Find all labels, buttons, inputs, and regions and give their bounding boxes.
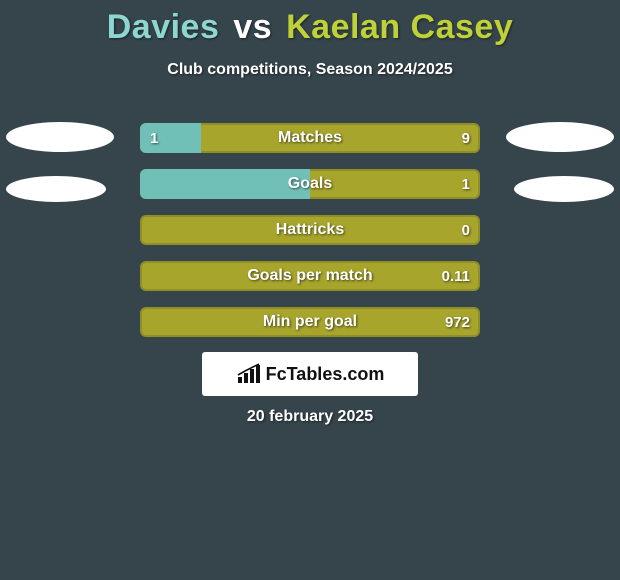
bar-row: Hattricks0: [140, 215, 480, 245]
bar-value-right: 9: [462, 123, 470, 153]
bar-row: Goals1: [140, 169, 480, 199]
date-text: 20 february 2025: [0, 408, 620, 426]
bar-value-right: 0: [462, 215, 470, 245]
bar-label: Min per goal: [140, 307, 480, 337]
bar-row: Goals per match0.11: [140, 261, 480, 291]
subtitle: Club competitions, Season 2024/2025: [0, 61, 620, 79]
brand-box: FcTables.com: [202, 352, 418, 396]
player2-oval-bottom: [514, 176, 614, 202]
bar-label: Matches: [140, 123, 480, 153]
bar-label: Hattricks: [140, 215, 480, 245]
title-player2: Kaelan Casey: [286, 8, 513, 46]
bar-value-right: 1: [462, 169, 470, 199]
player1-oval-top: [6, 122, 114, 152]
bar-row: Matches1 9: [140, 123, 480, 153]
player1-oval-bottom: [6, 176, 106, 202]
page-root: Davies vs Kaelan Casey Club competitions…: [0, 0, 620, 580]
bar-value-left: 1: [150, 123, 158, 153]
bar-value-right: 972: [445, 307, 470, 337]
player2-oval-top: [506, 122, 614, 152]
bar-label: Goals per match: [140, 261, 480, 291]
bar-label: Goals: [140, 169, 480, 199]
title-player1: Davies: [107, 8, 220, 46]
bar-value-right: 0.11: [442, 261, 470, 291]
comparison-bars: Matches19Goals1Hattricks0Goals per match…: [140, 123, 480, 353]
brand-text: FcTables.com: [266, 364, 385, 385]
bar-row: Min per goal972: [140, 307, 480, 337]
brand-chart-icon: [236, 363, 262, 385]
title-vs: vs: [233, 8, 272, 46]
page-title: Davies vs Kaelan Casey: [0, 0, 620, 47]
